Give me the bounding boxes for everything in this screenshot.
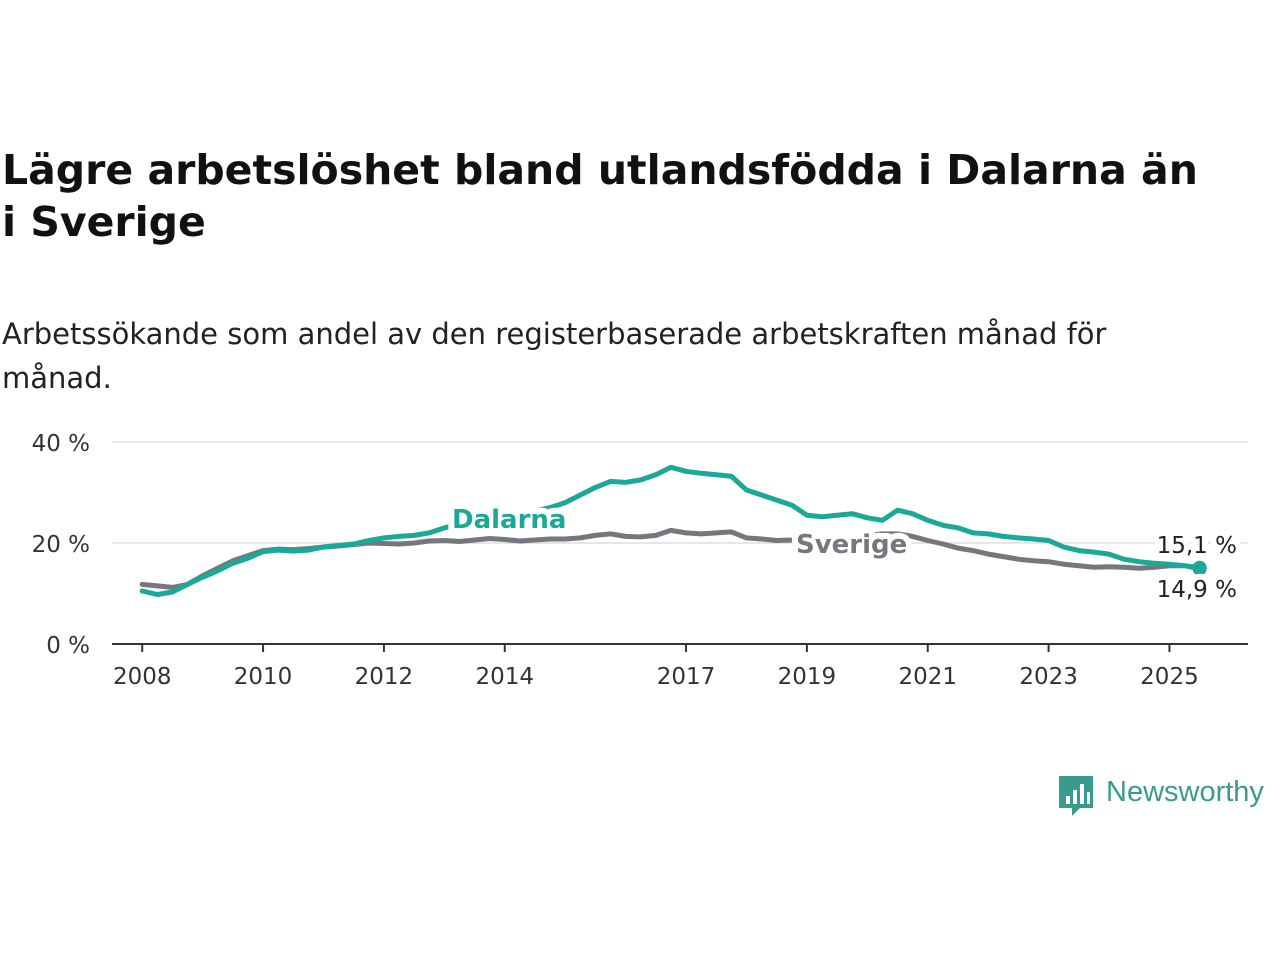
x-tick-label: 2023 [1019, 664, 1078, 690]
x-tick-label: 2014 [475, 664, 534, 690]
line-chart: 0 % 20 % 40 % 2008 2010 2012 2014 2017 2019 2021 2… [32, 431, 1248, 690]
x-tick-label: 2010 [234, 664, 293, 690]
x-tick-label: 2025 [1140, 664, 1199, 690]
x-tick-label: 2019 [778, 664, 837, 690]
end-point-dalarna [1192, 560, 1207, 575]
x-tick-label: 2017 [657, 664, 716, 690]
chart-title: Lägre arbetslöshet bland utlandsfödda i … [2, 146, 1198, 246]
end-label-sverige: 14,9 % [1157, 577, 1237, 603]
series-line-dalarna [139, 464, 1203, 597]
newsworthy-logo: Newsworthy [1056, 772, 1278, 820]
label-layer: Dalarna Sverige 15,1 % 14,9 % [446, 499, 1243, 609]
bar-chart-speech-bubble-icon [1059, 776, 1093, 816]
y-tick-label: 40 % [32, 431, 90, 457]
y-tick-label: 0 % [46, 633, 90, 659]
grid-layer [112, 441, 1248, 544]
x-axis: 0 % 20 % 40 % 2008 2010 2012 2014 2017 2019 2021 2… [32, 431, 1248, 690]
x-tick-label: 2008 [113, 664, 172, 690]
series-label-sverige: Sverige [796, 530, 907, 560]
y-tick-label: 20 % [32, 532, 90, 558]
series-layer [139, 464, 1207, 597]
x-tick-label: 2021 [898, 664, 957, 690]
series-label-dalarna: Dalarna [452, 505, 566, 535]
chart-subtitle: Arbetssökande som andel av den registerb… [2, 317, 1107, 395]
end-label-dalarna: 15,1 % [1157, 533, 1237, 559]
x-tick-label: 2012 [355, 664, 414, 690]
brand-name: Newsworthy [1106, 776, 1264, 808]
